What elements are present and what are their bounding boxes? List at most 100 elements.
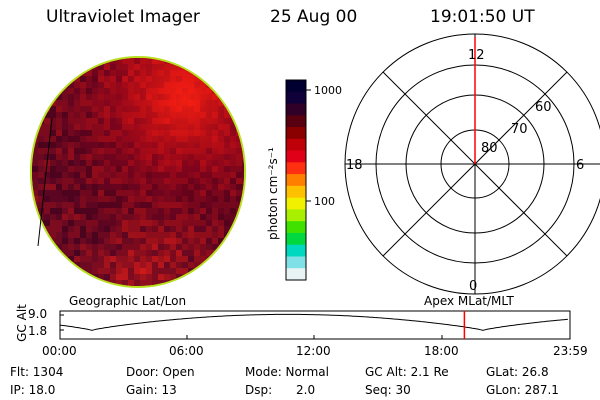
disk-pixel (230, 256, 236, 262)
colorbar-cell (286, 221, 306, 234)
disk-pixel (32, 274, 38, 280)
disk-pixel (206, 64, 212, 70)
disk-pixel (212, 280, 218, 286)
disk-pixel (242, 250, 244, 256)
disk-pixel (32, 250, 38, 256)
disk-pixel (50, 256, 56, 262)
disk-pixel (38, 88, 44, 94)
timeline-axis-label: GC Alt (15, 304, 29, 342)
colorbar-cell (286, 268, 306, 281)
disk-pixel (38, 256, 44, 262)
disk-pixel (242, 136, 244, 142)
disk-pixel (218, 88, 224, 94)
disk-pixel (176, 280, 182, 286)
disk-pixel (44, 70, 50, 76)
disk-pixel (242, 238, 244, 244)
mlt-label-0: 0 (469, 279, 477, 294)
disk-pixel (56, 58, 62, 64)
mlt-label-6: 6 (576, 158, 584, 173)
disk-pixel (50, 64, 56, 70)
disk-pixel (236, 70, 242, 76)
disk-pixel (56, 70, 62, 76)
disk-pixel (62, 274, 68, 280)
disk-pixel (38, 94, 44, 100)
disk-pixel (230, 232, 236, 238)
disk-pixel (68, 58, 74, 64)
colorbar-cell (286, 162, 306, 175)
disk-pixel (242, 232, 244, 238)
disk-pixel (230, 274, 236, 280)
colorbar-label-1000: 1000 (314, 84, 342, 97)
disk-pixel (32, 70, 38, 76)
disk-pixel (236, 64, 242, 70)
colorbar: 1000 100 photon cm⁻²s⁻¹ (266, 79, 342, 281)
disk-pixel (236, 118, 242, 124)
disk-pixel (218, 280, 224, 286)
disk-pixel (230, 58, 236, 64)
disk-pixel (44, 250, 50, 256)
xtick-label-06: 06:00 (169, 344, 204, 358)
disk-pixel (188, 64, 194, 70)
door-status: Door: Open (126, 365, 195, 379)
disk-pixel (242, 106, 244, 112)
disk-pixel (224, 76, 230, 82)
disk-pixel (68, 274, 74, 280)
dsp-value: 2.0 (296, 383, 316, 397)
disk-pixel (56, 82, 62, 88)
colorbar-cell (286, 138, 306, 152)
disk-pixel (38, 64, 44, 70)
disk-pixel (182, 58, 188, 64)
disk-pixel (218, 256, 224, 262)
disk-pixel (62, 70, 68, 76)
disk-pixel (206, 70, 212, 76)
disk-pixel (242, 118, 244, 124)
disk-pixel (242, 226, 244, 232)
disk-pixel (242, 256, 244, 262)
disk-pixel (50, 274, 56, 280)
disk-pixel (212, 262, 218, 268)
disk-pixel (194, 274, 200, 280)
disk-pixel (230, 82, 236, 88)
disk-pixel (92, 280, 98, 286)
disk-pixel (32, 220, 38, 226)
disk-pixel (50, 280, 56, 286)
disk-pixel (80, 274, 86, 280)
disk-pixel (242, 208, 244, 214)
disk-pixel (218, 64, 224, 70)
xtick-label-00: 00:00 (42, 344, 77, 358)
colorbar-cell (286, 91, 306, 105)
disk-pixel (68, 280, 74, 286)
disk-pixel (80, 280, 86, 286)
disk-pixel (236, 100, 242, 106)
disk-pixel (32, 64, 38, 70)
disk-pixel (44, 238, 50, 244)
disk-pixel (236, 256, 242, 262)
orbit-timeline (59, 310, 571, 340)
disk-pixel (242, 280, 244, 286)
disk-pixel (224, 268, 230, 274)
auroral-image (30, 56, 246, 288)
disk-pixel (236, 238, 242, 244)
mlt-label-12: 12 (468, 48, 485, 63)
lat-label-70: 70 (511, 122, 528, 137)
disk-pixel (212, 70, 218, 76)
geographic-latitude: GLat: 26.8 (486, 365, 549, 379)
disk-pixel (236, 58, 242, 64)
disk-pixel (74, 58, 80, 64)
polar-grid (344, 33, 600, 295)
disk-pixel (56, 76, 62, 82)
disk-pixel (230, 64, 236, 70)
disk-pixel (32, 256, 38, 262)
disk-pixel (188, 274, 194, 280)
disk-pixel (224, 94, 230, 100)
disk-pixel (218, 70, 224, 76)
disk-pixel (224, 262, 230, 268)
disk-pixel (32, 268, 38, 274)
disk-pixel (188, 280, 194, 286)
disk-pixel (194, 280, 200, 286)
image-time: 19:01:50 UT (430, 7, 535, 27)
mlt-label-18: 18 (346, 158, 363, 173)
disk-pixel (62, 280, 68, 286)
disk-pixel (50, 88, 56, 94)
